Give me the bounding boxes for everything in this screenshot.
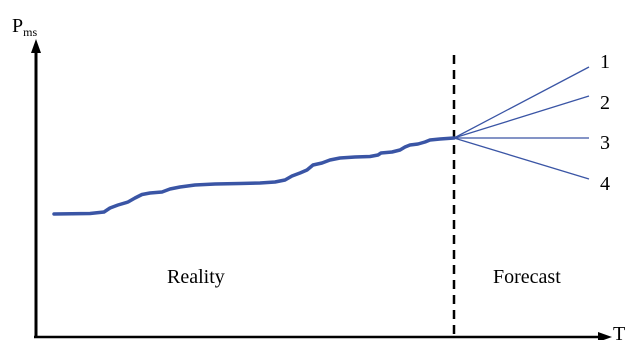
forecast-label-2: 2 — [600, 92, 610, 114]
forecast-region-label: Forecast — [493, 266, 561, 288]
reality-label: Reality — [167, 266, 225, 288]
y-axis-arrowhead — [31, 39, 41, 53]
forecast-label-3: 3 — [600, 132, 610, 154]
reality-curve — [52, 136, 456, 216]
y-axis-label: Pms — [12, 15, 37, 39]
x-axis-label: T — [613, 323, 625, 340]
forecast-label-4: 4 — [600, 173, 610, 195]
forecast-line-4 — [453, 137, 590, 180]
forecast-line-1 — [453, 66, 590, 139]
forecast-label-1: 1 — [600, 51, 610, 73]
forecast-line-2 — [453, 95, 590, 139]
x-axis-arrowhead — [598, 332, 612, 340]
